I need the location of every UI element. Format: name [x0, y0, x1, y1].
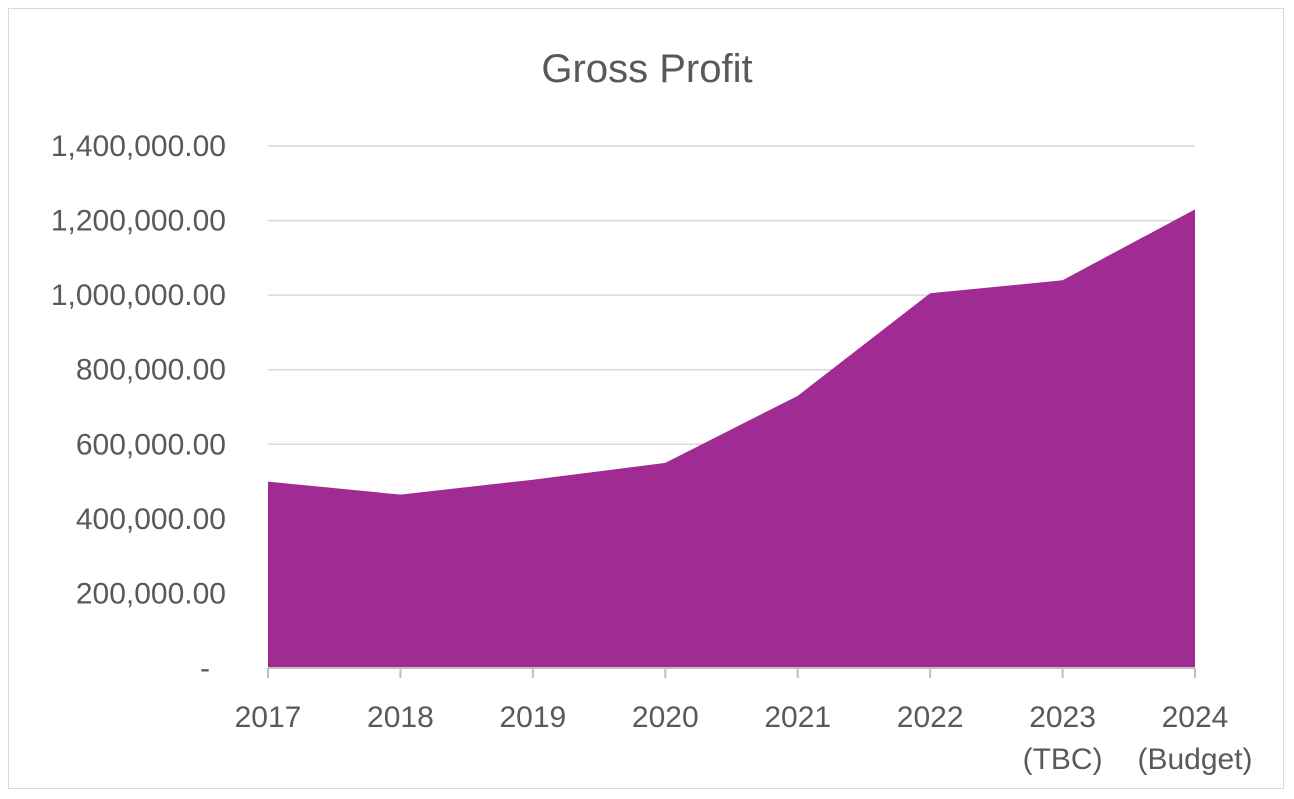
- x-tick-label-line: 2021: [764, 701, 831, 734]
- x-tick-label-line: 2018: [367, 701, 434, 734]
- x-tick-label: 2021: [764, 701, 831, 734]
- x-tick-label-line: (Budget): [1137, 743, 1252, 776]
- y-tick-label: 600,000.00: [76, 428, 226, 461]
- x-tick-label-line: 2017: [235, 701, 302, 734]
- x-tick-label: 2017: [235, 701, 302, 734]
- x-tick-label: 2020: [632, 701, 699, 734]
- x-tick-label-line: 2020: [632, 701, 699, 734]
- y-axis-tick-labels: - 200,000.00 400,000.00 600,000.00 800,000.0…: [51, 130, 226, 685]
- x-tick-label-line: 2024: [1162, 701, 1229, 734]
- x-tick-label: 2024 (Budget): [1137, 701, 1252, 776]
- x-tick-label-line: 2022: [897, 701, 964, 734]
- x-tick-label-line: 2023: [1029, 701, 1096, 734]
- y-tick-label: 1,200,000.00: [51, 205, 226, 238]
- y-tick-label: 400,000.00: [76, 503, 226, 536]
- y-tick-label: 800,000.00: [76, 354, 226, 387]
- y-tick-label: 1,000,000.00: [51, 279, 226, 312]
- series-area: [268, 209, 1195, 668]
- series-area-layer: [268, 209, 1195, 668]
- x-tick-label-line: 2019: [499, 701, 566, 734]
- x-tick-label: 2019: [499, 701, 566, 734]
- x-axis-tick-labels: 2017 2018 2019 2020 2021 2022 2023 (TBC) 2024 (Bu…: [235, 701, 1253, 776]
- axes: [267, 667, 1196, 678]
- x-tick-label: 2018: [367, 701, 434, 734]
- x-tick-label-line: (TBC): [1023, 743, 1103, 776]
- x-tick-label: 2023 (TBC): [1023, 701, 1103, 776]
- chart-title: Gross Profit: [541, 47, 753, 91]
- y-tick-label: 1,400,000.00: [51, 130, 226, 163]
- y-tick-label: 200,000.00: [76, 577, 226, 610]
- x-tick-label: 2022: [897, 701, 964, 734]
- y-tick-label: -: [200, 652, 210, 685]
